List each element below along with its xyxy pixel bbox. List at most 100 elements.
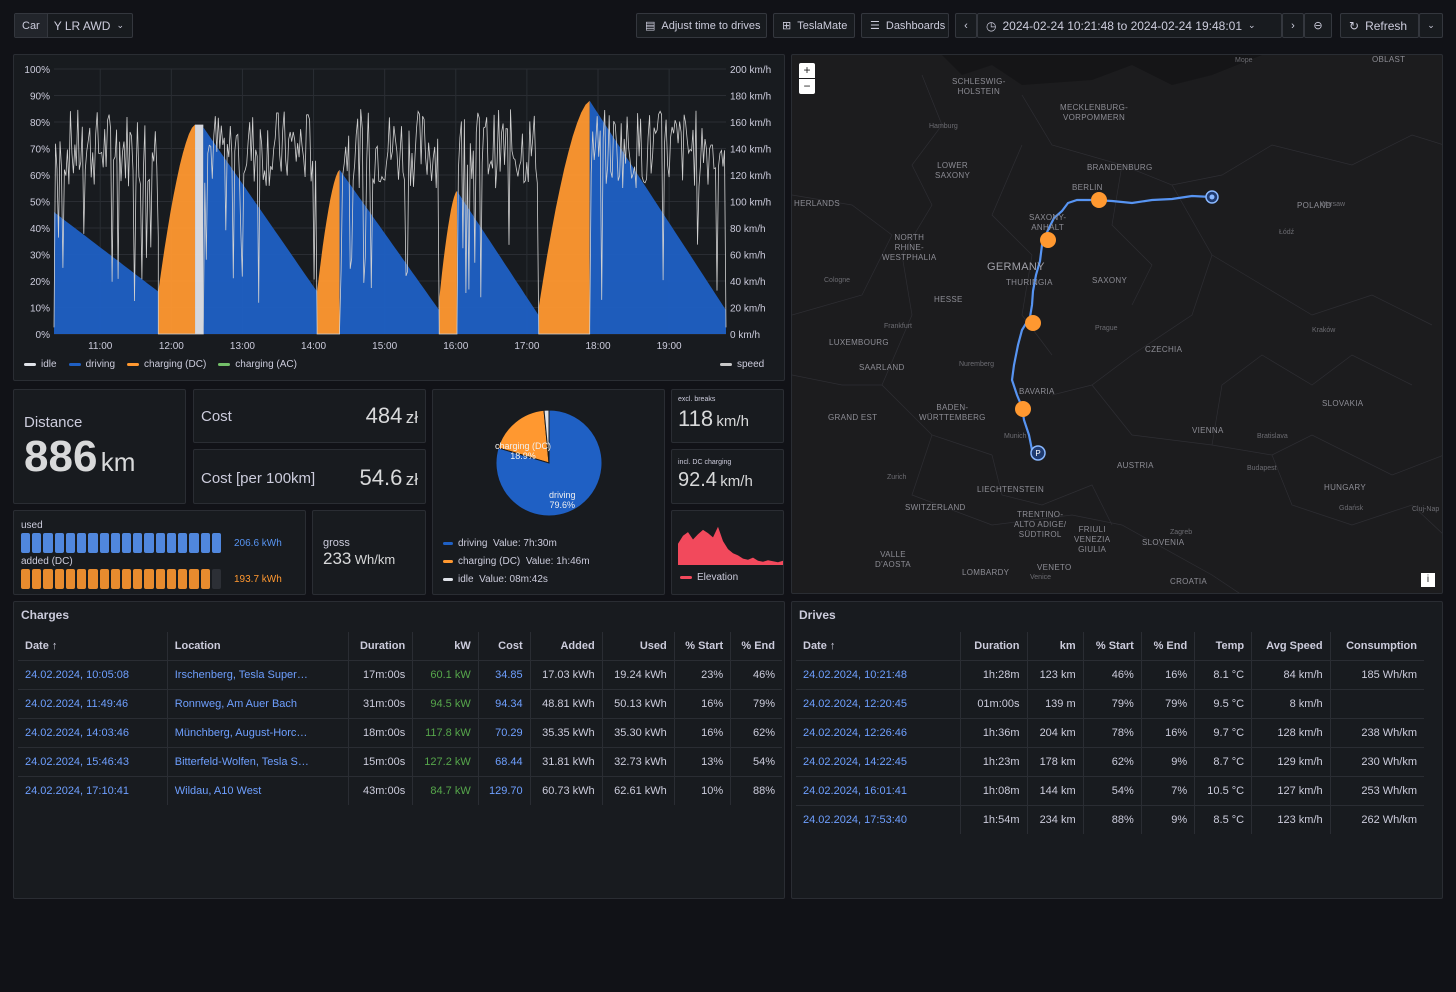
map-region-label: NORTH RHINE- WESTPHALIA: [882, 233, 937, 262]
bar-cell: [32, 533, 42, 553]
cell-location[interactable]: Wildau, A10 West: [166, 775, 349, 805]
segment-charging--8[interactable]: [538, 100, 590, 334]
bar-cell: [178, 569, 188, 589]
zoom-in-button[interactable]: +: [799, 63, 815, 78]
distance-number: 886: [24, 432, 98, 481]
legend-speed[interactable]: speed: [720, 359, 764, 370]
dashboards-link[interactable]: ☰ Dashboards: [861, 13, 949, 38]
map-info-button[interactable]: i: [1421, 573, 1435, 587]
y-left-tick: 10%: [30, 304, 50, 315]
cell-kw: 94.5 kW: [412, 688, 479, 718]
cell-duration: 15m:00s: [347, 746, 413, 776]
segment-driving-7[interactable]: [456, 190, 539, 334]
x-tick: 13:00: [230, 341, 255, 352]
cell-date[interactable]: 24.02.2024, 15:46:43: [18, 746, 168, 776]
time-back-button[interactable]: ‹: [955, 13, 977, 38]
x-tick: 18:00: [585, 341, 610, 352]
cell-date[interactable]: 24.02.2024, 16:01:41: [796, 775, 961, 805]
adjust-time-button[interactable]: ▤ Adjust time to drives: [636, 13, 767, 38]
cell-date[interactable]: 24.02.2024, 12:20:45: [796, 688, 961, 718]
cell-date[interactable]: 24.02.2024, 11:49:46: [18, 688, 168, 718]
column-header--start[interactable]: % Start: [673, 632, 731, 660]
segment-idle-2[interactable]: [195, 124, 204, 335]
table-row: 24.02.2024, 14:03:46 Münchberg, August-Ho…: [18, 717, 782, 747]
chevron-down-icon: ⌄: [1248, 20, 1256, 30]
cell-location[interactable]: Münchberg, August-Horc…: [166, 717, 349, 747]
column-header-cost[interactable]: Cost: [477, 632, 531, 660]
refresh-interval-button[interactable]: ⌄: [1419, 13, 1443, 38]
charge-marker-muenchberg[interactable]: [1025, 315, 1041, 331]
column-header-date[interactable]: Date ↑: [25, 639, 58, 652]
legend-charging-dc[interactable]: charging (DC): [127, 359, 206, 370]
cell-date[interactable]: 24.02.2024, 17:53:40: [796, 804, 961, 834]
cell--start: 54%: [1082, 775, 1142, 805]
time-range-picker[interactable]: ◷ 2024-02-24 10:21:48 to 2024-02-24 19:4…: [977, 13, 1282, 38]
legend-driving[interactable]: driving: [68, 359, 115, 370]
column-header-duration[interactable]: Duration: [347, 632, 413, 660]
cell-cost[interactable]: 34.85: [477, 659, 531, 689]
column-header-duration[interactable]: Duration: [960, 632, 1028, 660]
pie-slice-charging-[interactable]: [497, 409, 550, 464]
segment-charging--6[interactable]: [439, 190, 457, 334]
segment-driving-5[interactable]: [339, 169, 440, 334]
column-header--end[interactable]: % End: [730, 632, 782, 660]
pie-legend-dc[interactable]: charging (DC) Value: 1h:46m: [443, 553, 590, 571]
legend-charging-ac[interactable]: charging (AC): [218, 359, 297, 370]
segment-charging--1[interactable]: [158, 124, 196, 334]
segment-charging--4[interactable]: [317, 169, 340, 334]
end-marker[interactable]: [1030, 445, 1046, 461]
bar-cell: [211, 569, 221, 589]
column-header-temp[interactable]: Temp: [1194, 632, 1252, 660]
pie-slice-driving[interactable]: [495, 409, 603, 517]
time-split-pie-panel: charging (DC) 18.9% driving 79.6% drivin…: [432, 389, 665, 595]
cell-cost[interactable]: 94.34: [477, 688, 531, 718]
pie-legend-idle[interactable]: idle Value: 08m:42s: [443, 571, 590, 589]
cell-cost[interactable]: 129.70: [477, 775, 531, 805]
column-header-km[interactable]: km: [1026, 632, 1084, 660]
svg-text:P: P: [1035, 449, 1040, 458]
zoom-out-button[interactable]: −: [799, 79, 815, 94]
charge-marker-wildau[interactable]: [1091, 192, 1107, 208]
teslamate-link[interactable]: ⊞ TeslaMate: [773, 13, 855, 38]
column-header-date[interactable]: Date ↑: [803, 639, 836, 652]
cell-location[interactable]: Ronnweg, Am Auer Bach: [166, 688, 349, 718]
charge-marker-bitterfeld[interactable]: [1040, 232, 1056, 248]
map-city-label: Munich: [1004, 433, 1027, 440]
car-selector[interactable]: Car Y LR AWD ⌄: [14, 13, 133, 38]
column-header--end[interactable]: % End: [1140, 632, 1195, 660]
route-map-panel[interactable]: P SCHLESWIG- HOLSTEIN MECKLENBURG- VORPOMME…: [791, 54, 1443, 594]
cell-location[interactable]: Irschenberg, Tesla Super…: [166, 659, 349, 689]
cell-consumption: 238 Wh/km: [1329, 717, 1424, 747]
cell-date[interactable]: 24.02.2024, 10:21:48: [796, 659, 961, 689]
column-header-location[interactable]: Location: [166, 632, 349, 660]
column-header-kw[interactable]: kW: [412, 632, 479, 660]
column-header-consumption[interactable]: Consumption: [1329, 632, 1424, 660]
cell-cost[interactable]: 68.44: [477, 746, 531, 776]
column-header-added[interactable]: Added: [529, 632, 603, 660]
cell-date[interactable]: 24.02.2024, 14:22:45: [796, 746, 961, 776]
sort-asc-icon: ↑: [826, 639, 836, 652]
cell-location[interactable]: Bitterfeld-Wolfen, Tesla S…: [166, 746, 349, 776]
legend-idle[interactable]: idle: [24, 359, 57, 370]
cell-date[interactable]: 24.02.2024, 12:26:46: [796, 717, 961, 747]
zoom-out-time-button[interactable]: ⊖: [1304, 13, 1332, 38]
cell-cost[interactable]: 70.29: [477, 717, 531, 747]
map-city-label: Cluj-Nap: [1412, 506, 1440, 513]
elevation-legend[interactable]: Elevation: [680, 572, 738, 583]
column-header-used[interactable]: Used: [601, 632, 675, 660]
cell--start: 88%: [1082, 804, 1142, 834]
cell-date[interactable]: 24.02.2024, 10:05:08: [18, 659, 168, 689]
segment-driving-0[interactable]: [54, 212, 159, 334]
column-header-avg-speed[interactable]: Avg Speed: [1251, 632, 1331, 660]
map-region-label: BAVARIA: [1019, 387, 1055, 396]
column-header--start[interactable]: % Start: [1082, 632, 1142, 660]
charge-marker-ronnweg[interactable]: [1015, 401, 1031, 417]
map-region-label: AUSTRIA: [1117, 461, 1154, 470]
pie-legend-driving[interactable]: driving Value: 7h:30m: [443, 535, 590, 553]
elevation-legend-label: Elevation: [697, 572, 739, 583]
cell-date[interactable]: 24.02.2024, 17:10:41: [18, 775, 168, 805]
time-forward-button[interactable]: ›: [1282, 13, 1304, 38]
table-row: 24.02.2024, 11:49:46 Ronnweg, Am Auer Bac…: [18, 688, 782, 718]
cell-date[interactable]: 24.02.2024, 14:03:46: [18, 717, 168, 747]
refresh-button[interactable]: ↻ Refresh: [1340, 13, 1419, 38]
